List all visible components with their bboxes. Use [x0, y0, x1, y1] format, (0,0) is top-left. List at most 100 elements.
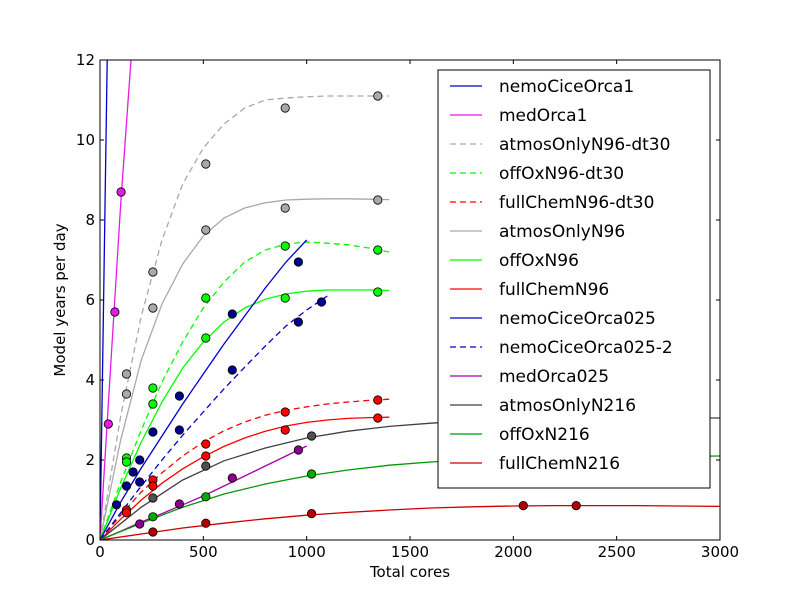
series-line-atmosonlyn96: [100, 198, 390, 540]
data-point-fullchemn96: [373, 413, 383, 423]
legend-label-medorca025: medOrca025: [499, 367, 609, 387]
data-point-offoxn216: [201, 492, 211, 502]
series-line-fullchemn96: [100, 416, 390, 540]
data-point-atmosonlyn216: [201, 461, 211, 471]
data-point-nemociceorca025: [111, 500, 122, 510]
series-line-medorca1: [100, 60, 132, 540]
series-line-offoxn96-dt30: [100, 241, 390, 540]
data-point-nemociceorca025: [121, 481, 132, 491]
y-tick-label: 4: [85, 371, 95, 389]
x-tick-label: 2000: [494, 543, 532, 561]
x-tick-label: 1000: [288, 543, 326, 561]
data-point-fullchemn96-dt30: [373, 395, 383, 405]
legend-label-offoxn96-dt30: offOxN96-dt30: [499, 164, 624, 184]
series-line-offoxn96: [100, 289, 390, 540]
data-point-atmosonlyn216: [148, 493, 158, 503]
x-tick-label: 0: [95, 543, 105, 561]
legend-label-atmosonlyn216: atmosOnlyN216: [499, 396, 636, 416]
data-point-atmosonlyn96: [201, 225, 211, 235]
data-point-nemociceorca025: [227, 309, 237, 319]
data-point-medorca1: [110, 307, 120, 317]
data-point-atmosonlyn96-dt30: [121, 369, 132, 379]
x-tick-label: 1500: [391, 543, 429, 561]
data-point-fullchemn216: [306, 508, 317, 519]
legend-label-medorca1: medOrca1: [499, 106, 587, 126]
y-axis-label: Model years per day: [51, 223, 69, 376]
data-point-medorca025: [135, 519, 145, 529]
data-point-nemociceorca025: [135, 455, 145, 465]
data-point-fullchemn216: [201, 518, 211, 528]
legend: nemoCiceOrca1 medOrca1 atmosOnlyN96-dt30 of…: [437, 69, 711, 489]
data-point-offoxn96-dt30: [201, 293, 211, 303]
data-point-atmosonlyn96: [148, 303, 158, 313]
data-point-fullchemn96: [201, 451, 211, 461]
data-point-fullchemn96: [280, 425, 290, 435]
data-point-offoxn96-dt30: [280, 241, 290, 251]
data-point-nemociceorca025-2: [174, 425, 184, 435]
data-point-offoxn96-dt30: [373, 245, 383, 255]
y-tick-label: 0: [85, 531, 95, 549]
data-point-atmosonlyn96: [280, 203, 290, 213]
data-point-fullchemn216: [518, 500, 528, 511]
data-point-atmosonlyn96-dt30: [148, 267, 158, 277]
data-point-offoxn96-dt30: [148, 383, 158, 393]
x-tick-label: 2500: [598, 543, 636, 561]
data-point-fullchemn216: [571, 500, 581, 511]
data-point-offoxn216: [306, 469, 317, 479]
data-point-fullchemn96-dt30: [280, 407, 290, 417]
data-point-atmosonlyn96-dt30: [280, 103, 290, 113]
data-point-nemociceorca025-2: [316, 297, 327, 307]
data-point-fullchemn96-dt30: [201, 439, 211, 449]
legend-label-fullchemn216: fullChemN216: [499, 454, 620, 474]
data-point-nemociceorca025-2: [135, 477, 145, 487]
y-tick-label: 8: [85, 211, 95, 229]
data-point-atmosonlyn96-dt30: [373, 91, 383, 101]
data-point-atmosonlyn96-dt30: [201, 159, 211, 169]
data-point-fullchemn216: [148, 527, 158, 537]
series-line-nemociceorca025-2: [100, 295, 328, 540]
y-tick-label: 6: [85, 291, 95, 309]
data-point-fullchemn96: [148, 481, 158, 491]
data-point-nemociceorca025: [293, 257, 303, 267]
x-axis-label: Total cores: [369, 563, 450, 581]
legend-label-nemociceorca025: nemoCiceOrca025: [499, 309, 656, 329]
data-point-atmosonlyn96: [373, 195, 383, 205]
y-tick-label: 10: [76, 131, 95, 149]
data-point-offoxn96: [121, 457, 132, 467]
plot-frame: [99, 59, 721, 541]
data-point-medorca025: [174, 499, 184, 509]
y-tick-label: 12: [76, 51, 95, 69]
data-point-atmosonlyn96: [121, 389, 132, 399]
data-point-medorca1: [103, 419, 113, 429]
data-point-offoxn216: [148, 512, 158, 522]
data-point-nemociceorca025: [174, 391, 184, 401]
data-point-nemociceorca025-2: [227, 365, 237, 375]
series-line-fullchemn96-dt30: [100, 398, 390, 540]
data-point-fullchemn96: [121, 508, 132, 518]
data-point-atmosonlyn216: [306, 431, 317, 441]
series-line-atmosonlyn96-dt30: [100, 95, 390, 540]
legend-label-offoxn96: offOxN96: [499, 251, 579, 271]
legend-label-atmosonlyn96-dt30: atmosOnlyN96-dt30: [499, 135, 670, 155]
legend-label-nemociceorca1: nemoCiceOrca1: [499, 77, 634, 97]
data-point-medorca025: [227, 473, 237, 483]
legend-label-fullchemn96-dt30: fullChemN96-dt30: [499, 193, 654, 213]
data-point-offoxn96: [373, 287, 383, 297]
series-line-nemociceorca025: [100, 239, 308, 540]
data-point-offoxn96: [148, 399, 158, 409]
x-tick-label: 3000: [701, 543, 739, 561]
data-point-nemociceorca025-2: [293, 317, 303, 327]
data-point-nemociceorca025: [128, 467, 138, 477]
data-point-medorca1: [116, 187, 126, 197]
legend-label-fullchemn96: fullChemN96: [499, 280, 609, 300]
data-point-nemociceorca025: [148, 427, 158, 437]
legend-label-nemociceorca025-2: nemoCiceOrca025-2: [499, 338, 673, 358]
y-tick-label: 2: [85, 451, 95, 469]
data-point-medorca025: [293, 445, 303, 455]
legend-label-offoxn216: offOxN216: [499, 425, 590, 445]
legend-label-atmosonlyn96: atmosOnlyN96: [499, 222, 625, 242]
x-tick-label: 500: [189, 543, 218, 561]
data-point-offoxn96: [280, 293, 290, 303]
data-point-offoxn96: [201, 333, 211, 343]
